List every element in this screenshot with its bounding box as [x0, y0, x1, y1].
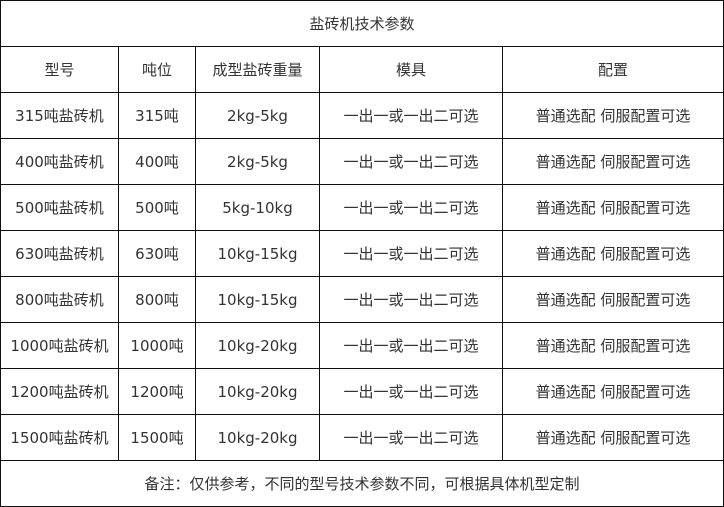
cell-model: 1500吨盐砖机 [0, 414, 119, 461]
cell-mold: 一出一或一出二可选 [319, 276, 503, 323]
header-model: 型号 [0, 46, 119, 93]
table-row: 500吨盐砖机 500吨 5kg-10kg 一出一或一出二可选 普通选配 伺服配置可选 [0, 184, 724, 231]
cell-model: 1000吨盐砖机 [0, 322, 119, 369]
cell-model: 800吨盐砖机 [0, 276, 119, 323]
cell-tonnage: 500吨 [118, 184, 196, 231]
cell-config: 普通选配 伺服配置可选 [502, 230, 724, 277]
cell-weight: 10kg-15kg [195, 230, 320, 277]
cell-mold: 一出一或一出二可选 [319, 368, 503, 415]
header-tonnage: 吨位 [118, 46, 196, 93]
cell-weight: 5kg-10kg [195, 184, 320, 231]
cell-mold: 一出一或一出二可选 [319, 414, 503, 461]
cell-mold: 一出一或一出二可选 [319, 138, 503, 185]
cell-model: 1200吨盐砖机 [0, 368, 119, 415]
cell-mold: 一出一或一出二可选 [319, 184, 503, 231]
cell-config: 普通选配 伺服配置可选 [502, 184, 724, 231]
table-row: 400吨盐砖机 400吨 2kg-5kg 一出一或一出二可选 普通选配 伺服配置可选 [0, 138, 724, 185]
cell-tonnage: 1200吨 [118, 368, 196, 415]
cell-config: 普通选配 伺服配置可选 [502, 138, 724, 185]
cell-model: 500吨盐砖机 [0, 184, 119, 231]
cell-weight: 10kg-20kg [195, 322, 320, 369]
cell-tonnage: 400吨 [118, 138, 196, 185]
cell-config: 普通选配 伺服配置可选 [502, 276, 724, 323]
cell-tonnage: 315吨 [118, 92, 196, 139]
cell-mold: 一出一或一出二可选 [319, 92, 503, 139]
cell-config: 普通选配 伺服配置可选 [502, 92, 724, 139]
title-row: 盐砖机技术参数 [0, 0, 724, 47]
cell-config: 普通选配 伺服配置可选 [502, 322, 724, 369]
cell-tonnage: 1500吨 [118, 414, 196, 461]
table-row: 315吨盐砖机 315吨 2kg-5kg 一出一或一出二可选 普通选配 伺服配置可选 [0, 92, 724, 139]
cell-mold: 一出一或一出二可选 [319, 230, 503, 277]
cell-tonnage: 630吨 [118, 230, 196, 277]
cell-config: 普通选配 伺服配置可选 [502, 414, 724, 461]
header-row: 型号 吨位 成型盐砖重量 模具 配置 [0, 46, 724, 93]
table-title: 盐砖机技术参数 [0, 0, 724, 47]
cell-weight: 10kg-15kg [195, 276, 320, 323]
cell-mold: 一出一或一出二可选 [319, 322, 503, 369]
table-row: 1200吨盐砖机 1200吨 10kg-20kg 一出一或一出二可选 普通选配 伺服配置… [0, 368, 724, 415]
cell-model: 630吨盐砖机 [0, 230, 119, 277]
header-config: 配置 [502, 46, 724, 93]
cell-weight: 2kg-5kg [195, 92, 320, 139]
table-row: 1500吨盐砖机 1500吨 10kg-20kg 一出一或一出二可选 普通选配 伺服配置… [0, 414, 724, 461]
table-note: 备注：仅供参考，不同的型号技术参数不同，可根据具体机型定制 [0, 460, 724, 507]
table-row: 800吨盐砖机 800吨 10kg-15kg 一出一或一出二可选 普通选配 伺服配置可选 [0, 276, 724, 323]
cell-tonnage: 800吨 [118, 276, 196, 323]
header-weight: 成型盐砖重量 [195, 46, 320, 93]
cell-weight: 10kg-20kg [195, 368, 320, 415]
table-row: 630吨盐砖机 630吨 10kg-15kg 一出一或一出二可选 普通选配 伺服配置可选 [0, 230, 724, 277]
cell-config: 普通选配 伺服配置可选 [502, 368, 724, 415]
cell-model: 400吨盐砖机 [0, 138, 119, 185]
cell-tonnage: 1000吨 [118, 322, 196, 369]
note-row: 备注：仅供参考，不同的型号技术参数不同，可根据具体机型定制 [0, 460, 724, 507]
cell-weight: 2kg-5kg [195, 138, 320, 185]
header-mold: 模具 [319, 46, 503, 93]
table-row: 1000吨盐砖机 1000吨 10kg-20kg 一出一或一出二可选 普通选配 伺服配置… [0, 322, 724, 369]
cell-model: 315吨盐砖机 [0, 92, 119, 139]
cell-weight: 10kg-20kg [195, 414, 320, 461]
